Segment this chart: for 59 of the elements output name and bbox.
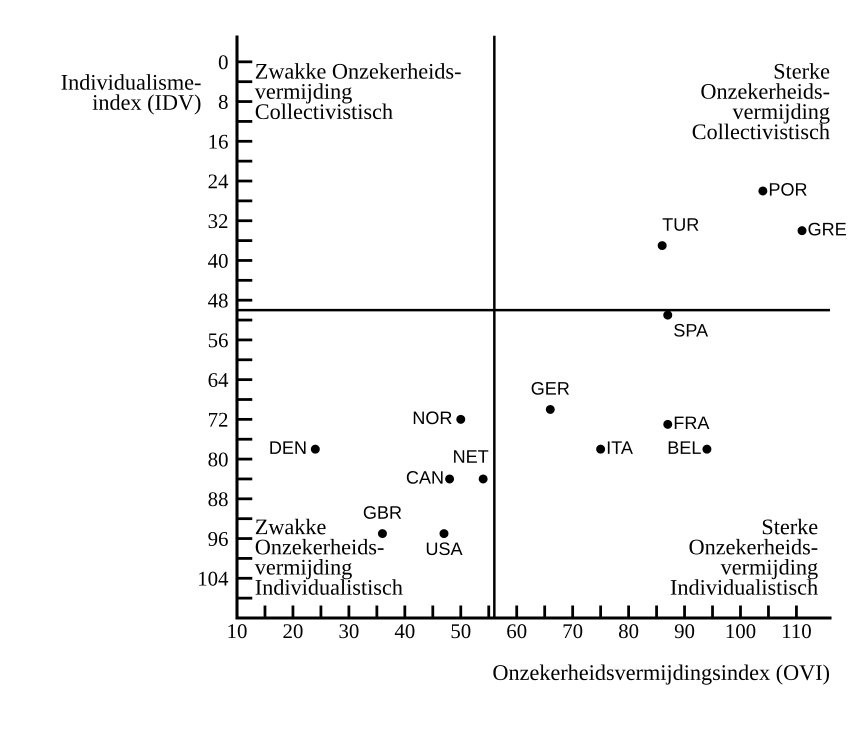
point xyxy=(310,444,320,454)
y-tick-label: 24 xyxy=(208,174,228,188)
annotation: SPA xyxy=(674,324,708,337)
annotation: Zwakke Onzekerheids- vermijding Individualistisch xyxy=(254,518,403,595)
x-tick-label: 70 xyxy=(564,624,582,638)
point xyxy=(596,444,606,454)
point xyxy=(758,186,768,196)
annotation: GER xyxy=(532,382,570,395)
point xyxy=(378,529,387,538)
y-tick-label: 96 xyxy=(208,532,228,546)
x-tick-label: 80 xyxy=(618,624,638,638)
annotation: GBR xyxy=(364,506,402,519)
annotation: USA xyxy=(426,542,463,556)
point xyxy=(439,529,448,538)
point xyxy=(456,414,466,424)
annotation: CAN xyxy=(406,471,443,484)
y-tick-label: 8 xyxy=(218,94,228,109)
point xyxy=(445,474,454,484)
x-tick-label: 110 xyxy=(783,624,811,638)
y-tick-label: 80 xyxy=(208,452,228,467)
annotation: NOR xyxy=(414,411,452,424)
point xyxy=(702,444,712,454)
point xyxy=(478,474,488,484)
x-tick-label: 20 xyxy=(283,624,303,638)
point xyxy=(663,420,672,429)
annotation: ITA xyxy=(608,441,633,454)
y-tick-label: 56 xyxy=(208,333,228,348)
annotation: NET xyxy=(454,450,488,463)
annotation: Sterke Onzekerheids- vermijding Individualistisch xyxy=(670,518,818,595)
x-tick-label: 40 xyxy=(394,624,414,638)
x-tick-label: 10 xyxy=(228,624,247,638)
x-tick-label: 100 xyxy=(726,624,756,638)
x-tick-label: 60 xyxy=(507,624,526,638)
y-tick-label: 88 xyxy=(208,492,228,506)
annotation: Sterke Onzekerheids- vermijding Collectivistisch xyxy=(692,63,830,140)
y-tick-label: 104 xyxy=(199,572,228,586)
annotation: DEN xyxy=(270,441,306,454)
y-tick-label: 32 xyxy=(208,214,228,228)
y-tick-label: 64 xyxy=(208,373,228,388)
y-tick-label: 40 xyxy=(208,254,228,268)
annotation: Zwakke Onzekerheids- vermijding Collectivistisch xyxy=(254,63,461,120)
x-tick-label: 90 xyxy=(674,624,694,638)
point xyxy=(658,241,667,250)
y-tick-label: 0 xyxy=(218,55,228,70)
point xyxy=(546,404,555,414)
x-axis-title: Onzekerheidsvermijdingsindex (OVI) xyxy=(493,664,830,685)
annotation: GRE xyxy=(808,222,846,236)
x-tick-label: 30 xyxy=(339,624,359,638)
annotation: FRA xyxy=(674,416,710,429)
annotation: TUR xyxy=(662,218,698,231)
annotation: BEL xyxy=(668,441,701,454)
y-tick-label: 72 xyxy=(209,412,228,427)
point xyxy=(663,310,672,320)
y-tick-label: 16 xyxy=(209,134,228,149)
y-axis-title: Individualisme- index (IDV) xyxy=(62,74,201,114)
annotation: POR xyxy=(770,183,807,196)
x-tick-label: 50 xyxy=(452,624,470,638)
point xyxy=(798,226,807,236)
y-tick-label: 48 xyxy=(208,294,228,308)
